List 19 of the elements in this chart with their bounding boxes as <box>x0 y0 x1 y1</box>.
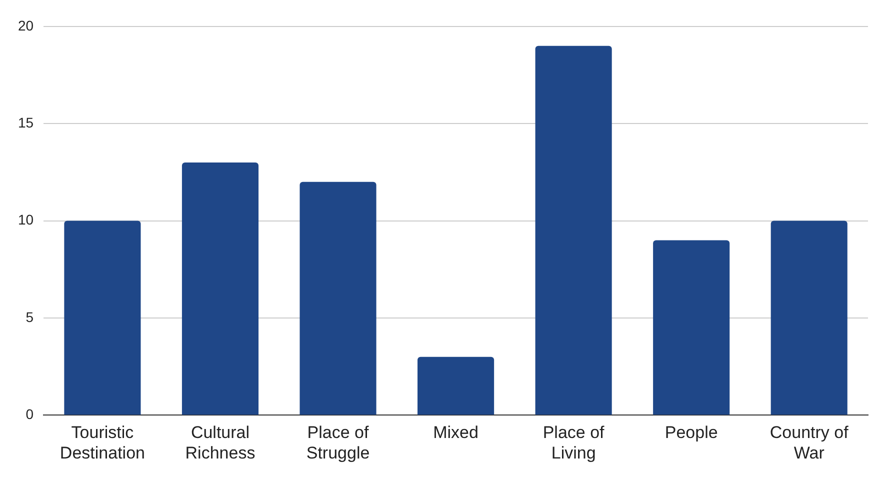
x-tick-label: Country of War <box>770 423 849 462</box>
x-tick-label: Place of Living <box>542 423 605 462</box>
bar <box>182 162 259 415</box>
y-tick-label: 20 <box>18 17 34 34</box>
y-tick-label: 0 <box>26 406 34 422</box>
bar <box>418 356 494 415</box>
bar <box>535 46 612 415</box>
y-tick-label: 15 <box>18 114 34 130</box>
x-tick-label: Mixed <box>433 423 478 442</box>
x-tick-label: Place of Struggle <box>306 423 370 462</box>
x-tick-label: People <box>664 423 718 442</box>
x-tick-label: Cultural Richness <box>185 423 256 462</box>
bar <box>64 220 141 415</box>
y-tick-label: 5 <box>26 308 34 325</box>
y-tick-label: 10 <box>18 212 34 228</box>
bar <box>653 240 730 415</box>
bar <box>770 220 848 415</box>
bar <box>300 182 376 415</box>
x-tick-label: Touristic Destination <box>60 423 145 462</box>
